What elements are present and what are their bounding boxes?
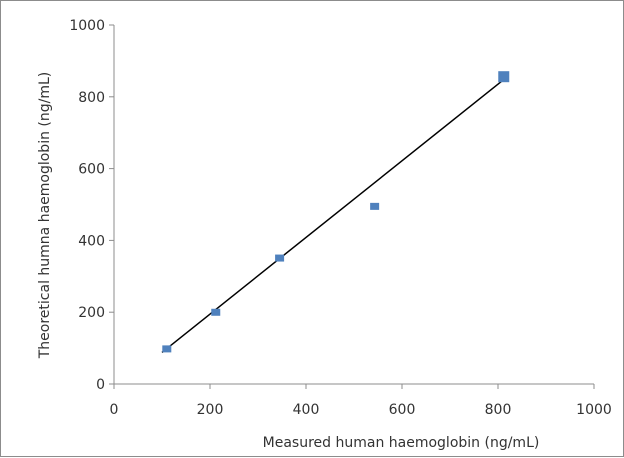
x-axis-title: Measured human haemoglobin (ng/mL) [263,435,540,451]
y-tick-label: 600 [78,162,105,178]
y-tick-label: 0 [96,377,105,393]
x-tick-label: 0 [110,402,119,418]
data-point-5 [498,71,510,83]
data-point-4 [370,202,380,210]
y-axis-ticks: 0 200 400 600 800 1000 [69,18,114,393]
y-tick-label: 400 [78,233,105,249]
x-axis-ticks: 0 200 400 600 800 1000 [110,384,612,418]
trendline [161,78,505,353]
x-tick-label: 400 [293,402,320,418]
y-axis-title: Theoretical humna haemoglobin (ng/mL) [37,72,53,360]
x-tick-label: 200 [197,402,224,418]
x-tick-label: 1000 [576,402,612,418]
x-tick-label: 600 [389,402,416,418]
y-tick-label: 800 [78,90,105,106]
y-tick-label: 1000 [69,18,105,34]
x-tick-label: 800 [485,402,512,418]
y-tick-label: 200 [78,305,105,321]
data-points [162,71,510,353]
data-point-2 [211,308,221,316]
data-point-1 [162,345,172,353]
data-point-3 [275,254,285,262]
